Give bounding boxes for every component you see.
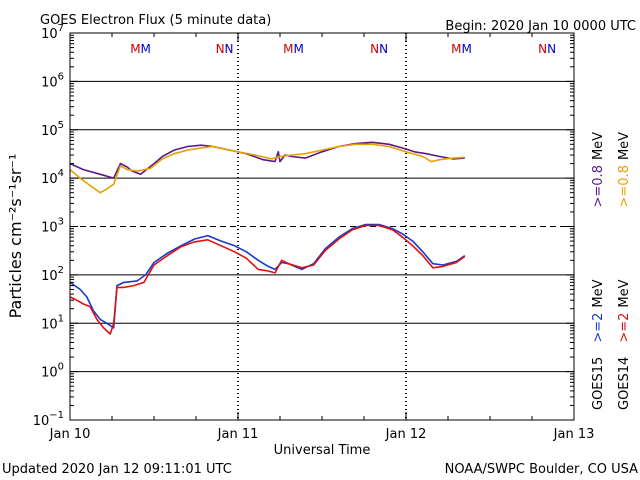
footer-updated: Updated 2020 Jan 12 09:11:01 UTC <box>2 462 232 477</box>
y-tick-label: 103 <box>41 217 64 236</box>
x-tick-label: Jan 13 <box>553 427 595 442</box>
x-tick-label: Jan 11 <box>217 427 259 442</box>
x-tick-label: Jan 10 <box>49 427 91 442</box>
begin-label: Begin: 2020 Jan 10 0000 UTC <box>445 19 636 34</box>
x-axis-ticks: Jan 10 Jan 11 Jan 12 Jan 13 <box>49 33 595 442</box>
x-axis-label: Universal Time <box>274 443 371 458</box>
y-tick-label: 10−1 <box>33 410 64 429</box>
legend-goes15-label: GOES15>=2MeV>=0.8MeV <box>591 132 606 410</box>
y-tick-label: 107 <box>41 23 64 42</box>
day-dividers <box>237 33 407 420</box>
x-tick-label: Jan 12 <box>385 427 427 442</box>
event-marker: MM <box>283 42 304 56</box>
y-tick-label: 105 <box>41 120 64 139</box>
legend-goes14: GOES14>=2MeV>=0.8MeV <box>617 132 632 410</box>
legend-goes14-label: GOES14>=2MeV>=0.8MeV <box>617 132 632 410</box>
event-markers: MM NN MM NN MM NN <box>130 42 556 56</box>
event-marker: NN <box>216 42 234 56</box>
grid-lines <box>70 80 574 373</box>
chart-title: GOES Electron Flux (5 minute data) <box>40 13 271 28</box>
event-marker: NN <box>538 42 556 56</box>
event-marker: MM <box>130 42 151 56</box>
y-tick-label: 102 <box>41 265 64 284</box>
y-tick-label: 106 <box>41 71 64 90</box>
y-tick-label: 100 <box>41 362 64 381</box>
data-series <box>69 141 466 335</box>
series-line <box>69 224 466 335</box>
y-axis-ticks: 107 106 105 104 103 102 101 100 10−1 <box>33 23 574 429</box>
legend-goes15: GOES15>=2MeV>=0.8MeV <box>591 132 606 410</box>
y-axis-label: Particles cm⁻²s⁻¹sr⁻¹ <box>6 154 25 319</box>
event-marker: MM <box>451 42 472 56</box>
y-tick-label: 101 <box>41 313 64 332</box>
y-tick-label: 104 <box>41 168 64 187</box>
event-marker: NN <box>370 42 388 56</box>
footer-credit: NOAA/SWPC Boulder, CO USA <box>445 462 638 477</box>
series-line <box>69 141 465 179</box>
series-line <box>69 143 465 194</box>
